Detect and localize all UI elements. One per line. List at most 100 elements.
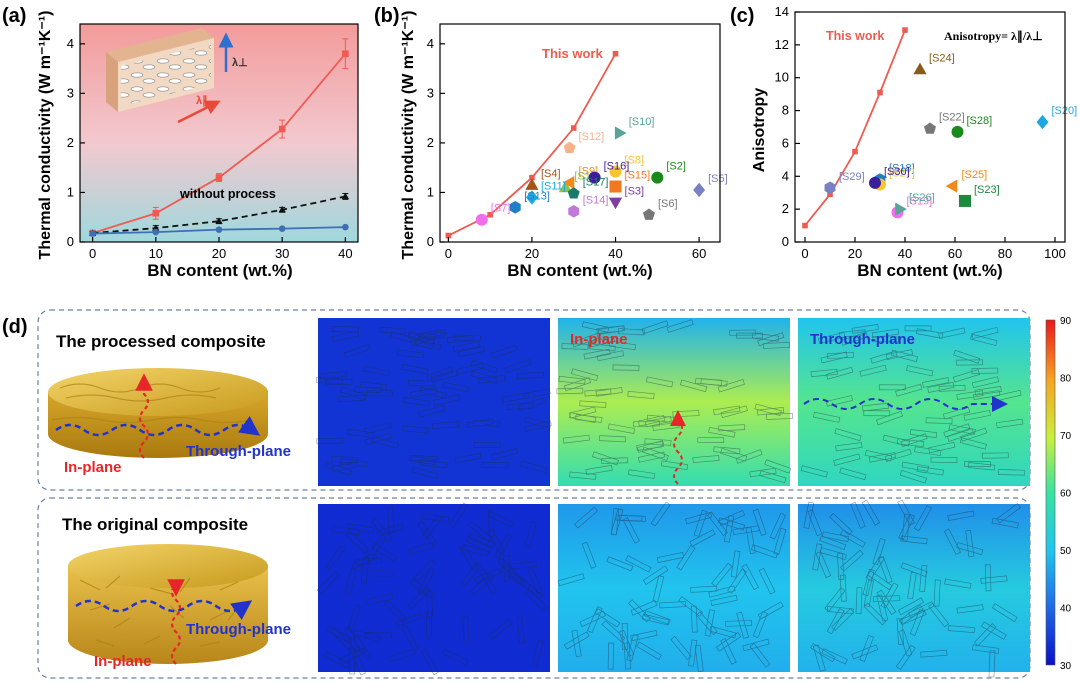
panel-c-point-label: [S23] [974,184,1000,196]
platelet [531,639,544,667]
platelet [800,465,828,478]
platelet [420,459,448,469]
platelet [826,351,854,360]
inset-block-top [106,28,214,62]
platelet [454,334,481,341]
without-process-label: without process [179,187,276,201]
panel-c-point [951,125,964,138]
platelet [717,379,745,393]
platelet [876,589,897,615]
platelet [968,462,996,471]
panel-b-point-label: [S3] [625,185,645,197]
colorbar-tick-label: 80 [1060,374,1072,385]
platelet [819,535,847,551]
platelet [907,601,935,619]
platelet [579,610,606,628]
platelet [859,364,887,377]
heatmap-in-plane-arrow [670,410,686,485]
heatmap-platelets [316,502,549,676]
platelet [360,556,370,584]
platelet [517,397,545,412]
platelet [337,395,365,403]
platelet [561,343,589,350]
panel-a-series-1-point [215,217,223,224]
platelet [588,343,616,352]
platelet [984,564,992,592]
platelet [331,330,360,343]
heatmap-processed-1 [558,318,790,486]
platelet [519,460,547,473]
platelet [420,649,439,676]
heatmap-original-2 [798,504,1030,672]
platelet [692,455,720,464]
platelet [709,625,737,639]
platelet [942,406,971,420]
platelet [956,359,983,366]
panel-b-this-work-label: This work [542,46,603,61]
platelet [461,544,490,557]
panel-b-point [562,175,575,190]
platelet [583,348,611,360]
platelet [953,349,981,364]
platelet [401,625,420,652]
panel-b-point [651,171,664,184]
platelet [524,521,537,549]
panel-c-point [945,179,958,193]
panel-b-point-label: [S4] [541,168,561,180]
platelet [581,541,597,569]
platelet [909,429,938,439]
platelet [637,415,666,427]
platelet [685,511,713,525]
platelet [487,510,515,528]
colorbar [1045,319,1056,666]
platelet [718,424,746,432]
platelet [568,406,597,419]
colorbar-tick-label: 50 [1060,546,1072,557]
processed-disk-top [48,368,268,416]
platelet [972,644,1000,654]
platelet [660,460,689,470]
platelet [457,346,486,358]
platelet [840,331,868,346]
platelet [497,557,521,581]
platelet [387,506,395,534]
platelet [401,425,429,434]
panel-a-series-2-point [89,230,96,237]
original-disk-texture [79,575,241,647]
panel-b-point [568,204,580,218]
platelet [711,562,733,588]
platelet [730,550,741,578]
panel-c-xtick-label: 0 [801,246,808,261]
platelet [859,634,875,662]
platelet [606,556,634,572]
platelet [839,529,866,548]
platelet [510,561,538,570]
panel-letter-b: (b) [374,5,400,27]
panel-a-series-2-point [342,223,349,231]
panel-letter-d: (d) [2,316,28,338]
platelet [803,501,815,529]
platelet [618,629,635,657]
panel-d: The processed composite The original com… [37,309,1072,679]
panel-b-point-label: [S6] [658,198,678,210]
panel-c-ytick-label: 6 [782,135,789,150]
platelet [964,461,991,467]
panel-a-xtick-label: 10 [149,246,163,261]
platelet [490,344,518,359]
panel-c-this-work-point [827,191,833,198]
platelet [523,388,551,400]
panel-b-point [525,178,539,190]
platelet [973,623,997,647]
platelet [557,573,585,587]
platelet [330,627,353,651]
panel-b-ylabel: Thermal conductivity (W m⁻¹K⁻¹) [400,11,417,260]
platelet [718,509,746,526]
platelet [742,638,770,652]
heatmap-processed-2 [798,318,1030,486]
platelet [956,390,984,400]
panel-c-point-label: [S25] [962,169,988,181]
platelet [766,413,794,420]
platelet [409,578,436,599]
panel-a-ytick-label: 3 [67,85,74,100]
platelet [971,367,999,374]
